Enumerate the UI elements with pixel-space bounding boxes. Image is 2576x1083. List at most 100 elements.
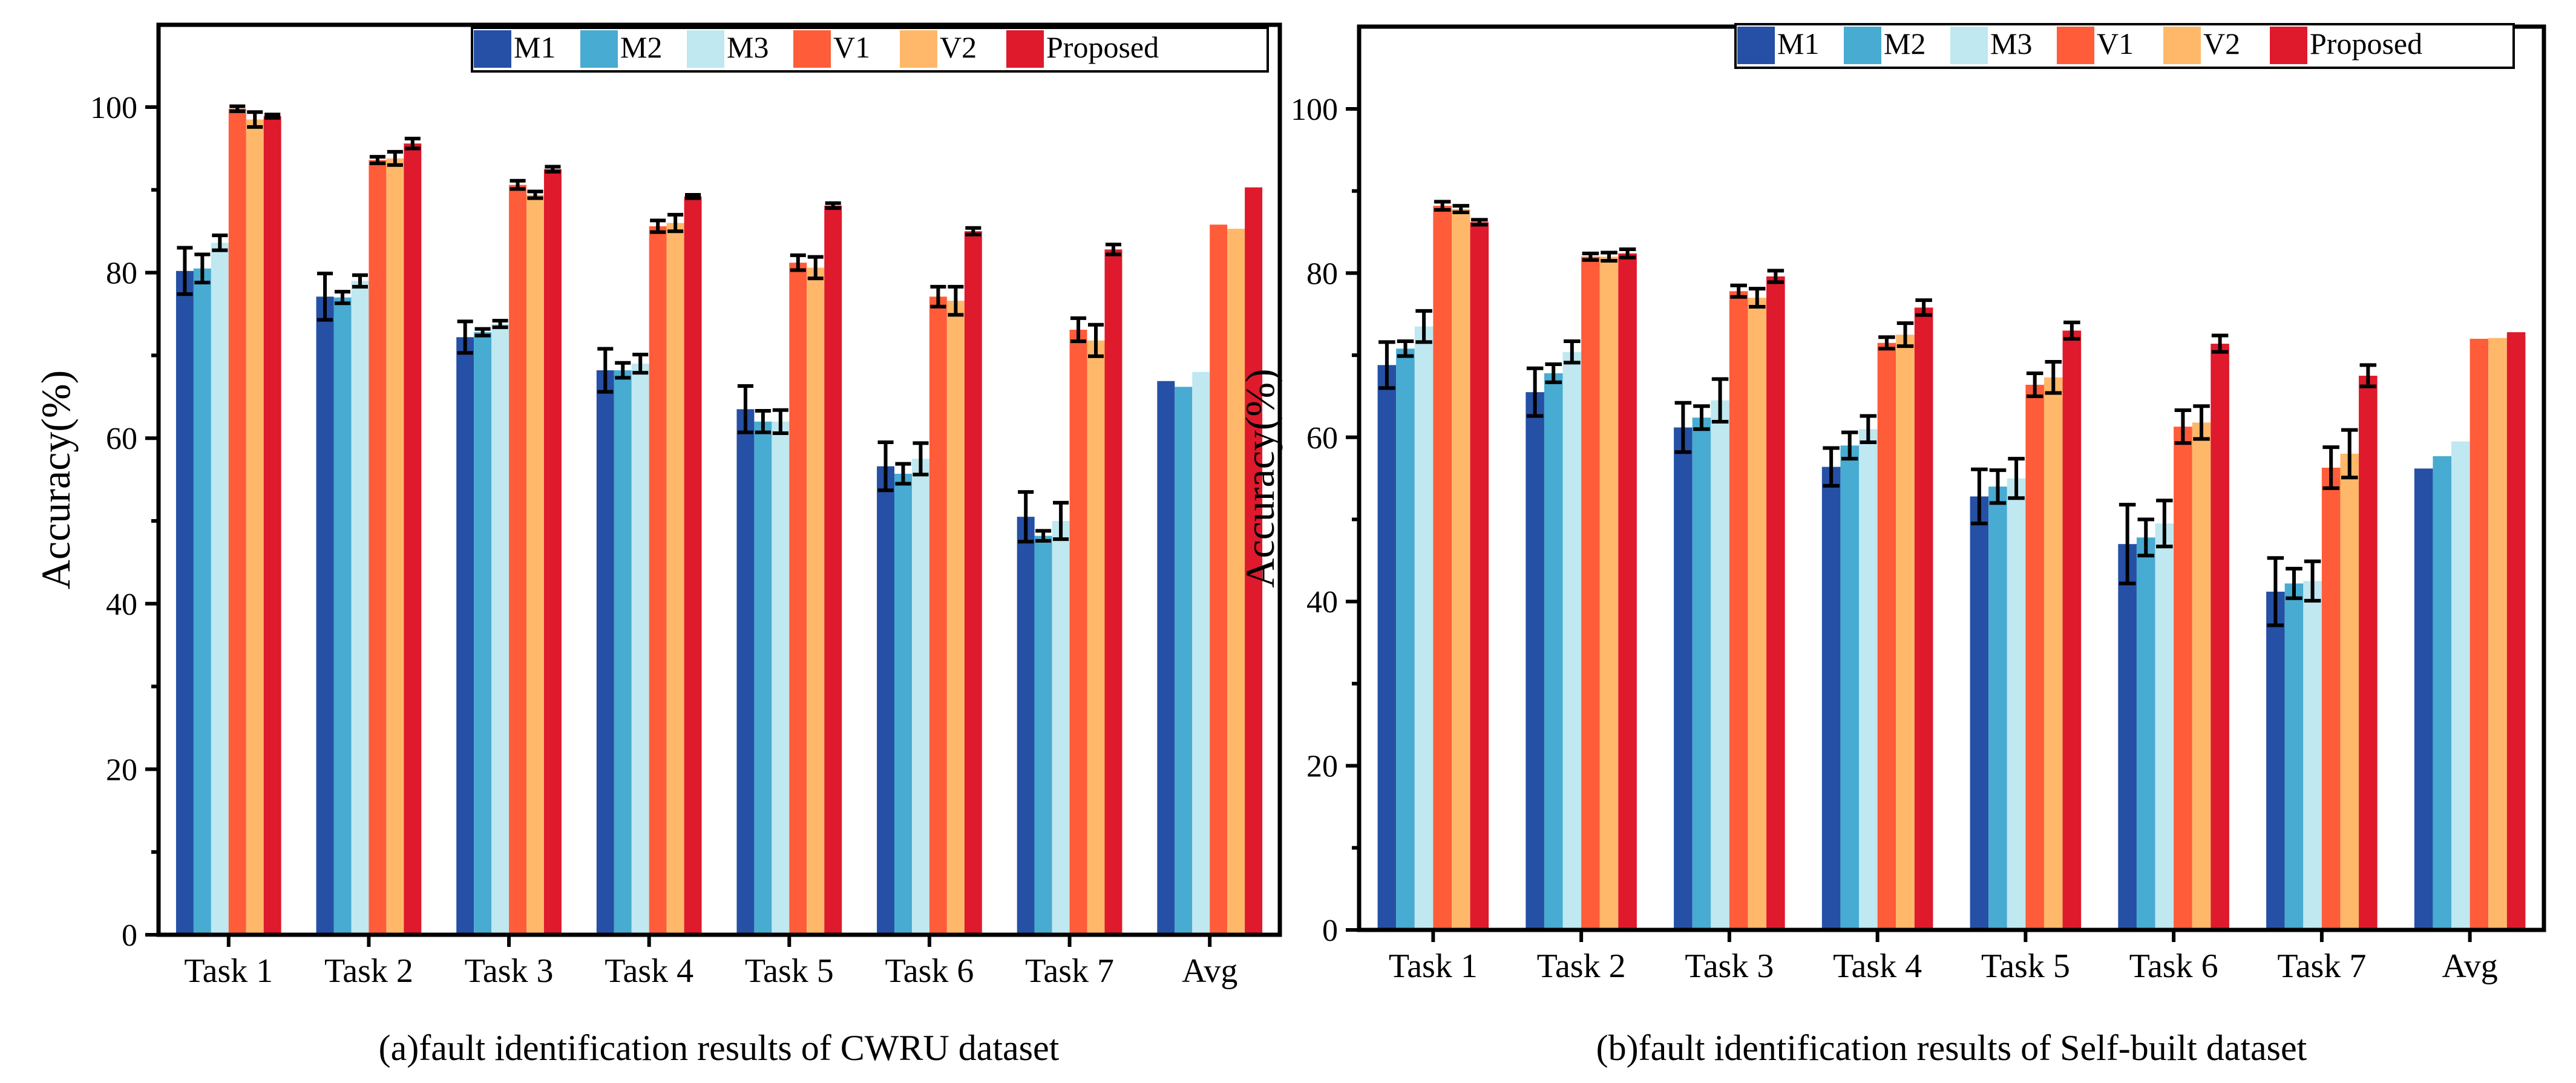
error-bar: [685, 193, 701, 200]
error-bar: [1693, 404, 1710, 431]
bar-v2-7: [1087, 340, 1105, 935]
error-bar: [1841, 430, 1858, 461]
error-bar: [2063, 320, 2080, 341]
error-bar: [404, 136, 421, 151]
error-bar: [1915, 298, 1932, 317]
y-axis-title: Accuracy(%): [1237, 368, 1283, 587]
error-bar: [632, 353, 649, 375]
bar-v1-1: [1433, 206, 1452, 931]
legend-swatch-v2: [900, 30, 937, 68]
error-bar: [194, 252, 211, 285]
error-bar: [930, 284, 946, 309]
bar-proposed-3: [1766, 276, 1785, 930]
x-tick-label: Avg: [2442, 947, 2497, 985]
legend-label-proposed: Proposed: [1046, 30, 1159, 64]
legend-swatch-m2: [580, 30, 618, 68]
bar-proposed-1: [263, 116, 281, 935]
x-tick-label: Task 3: [1685, 947, 1774, 985]
error-bar: [755, 409, 771, 434]
y-tick-label: 0: [122, 918, 137, 953]
bar-m3-1: [211, 243, 229, 935]
bar-m1-5: [736, 409, 755, 935]
bar-v2-5: [807, 267, 825, 935]
error-bar: [2174, 408, 2192, 445]
legend-label-v2: V2: [940, 30, 977, 64]
bar-m1-2: [1526, 392, 1544, 930]
error-bar: [2286, 566, 2302, 600]
y-axis-title: Accuracy(%): [33, 370, 79, 589]
bar-v2-3: [1748, 298, 1767, 930]
legend-swatch-m1: [474, 30, 511, 68]
bar-proposed-8: [2506, 332, 2526, 930]
chart-cwru: 0 20 40 60 80 100 Task 1 Task 2 Task 3 Task 4 Task…: [33, 22, 1282, 1068]
bar-v2-8: [1227, 229, 1245, 935]
x-tick-label: Avg: [1182, 952, 1237, 990]
bar-v1-1: [228, 108, 246, 935]
error-bar: [1896, 321, 1914, 348]
bar-m3-3: [491, 324, 510, 935]
chart-caption: (b)fault identification results of Self-…: [1596, 1028, 2307, 1068]
error-bar: [667, 212, 684, 234]
legend-label-m1: M1: [1777, 27, 1819, 61]
error-bar: [1434, 200, 1451, 212]
legend-swatch-m2: [1844, 27, 1881, 64]
error-bar: [1471, 218, 1488, 227]
error-bar: [1087, 322, 1104, 358]
error-bar: [229, 104, 246, 113]
x-tick-label: Task 6: [885, 952, 974, 990]
bar-m2-8: [2433, 456, 2452, 930]
x-tick-label: Task 1: [184, 952, 273, 990]
error-bar: [1730, 283, 1747, 299]
error-bar: [1053, 500, 1069, 542]
bar-v1-6: [929, 296, 947, 935]
error-bar: [1018, 490, 1034, 544]
legend: M1 M2 M3 V1 V2 Proposed: [1734, 23, 2515, 69]
bar-v1-5: [2025, 384, 2044, 930]
y-tick-label: 40: [106, 587, 137, 622]
error-bar: [212, 234, 228, 252]
error-bar: [2267, 556, 2284, 627]
error-bar: [2119, 503, 2136, 586]
bar-v1-3: [509, 185, 527, 935]
bar-m1-3: [456, 337, 474, 935]
error-bar: [1070, 316, 1087, 344]
error-bar: [1971, 467, 1988, 526]
error-bar: [895, 462, 911, 486]
legend-label-m3: M3: [1990, 27, 2032, 61]
bar-proposed-7: [1104, 249, 1122, 935]
legend: M1 M2 M3 V1 V2 Proposed: [471, 27, 1269, 73]
bar-m3-6: [911, 459, 929, 935]
bar-m1-8: [1157, 381, 1175, 935]
error-bar: [790, 253, 806, 272]
error-bar: [2156, 499, 2173, 549]
bar-m2-2: [1544, 373, 1563, 930]
bar-m3-7: [1052, 521, 1070, 935]
bar-m3-8: [2451, 441, 2470, 930]
legend-label-m2: M2: [620, 30, 662, 64]
error-bar: [1397, 339, 1414, 358]
x-tick-label: Task 7: [1025, 952, 1114, 990]
bar-m1-3: [1674, 427, 1693, 930]
bar-v1-3: [1729, 291, 1748, 930]
bar-v2-3: [526, 195, 544, 935]
bar-m3-7: [2303, 581, 2322, 930]
error-bar: [1823, 446, 1840, 488]
y-tick-label: 100: [1291, 93, 1338, 127]
x-tick-label: Task 3: [465, 952, 554, 990]
bar-m2-5: [754, 421, 772, 935]
x-tick-label: Task 6: [2129, 947, 2218, 985]
bar-v2-5: [2043, 377, 2063, 930]
error-bar: [1860, 414, 1877, 444]
legend-label-m3: M3: [727, 30, 769, 64]
chart-self-built: 0 20 40 60 80 100 Task 1 Task 2 Task 3 Task 4 Task…: [1237, 23, 2546, 1068]
error-bar: [369, 155, 385, 166]
error-bar: [510, 178, 526, 191]
plot-frame: [156, 22, 1282, 937]
bar-m3-2: [351, 281, 369, 935]
error-bar: [1526, 366, 1544, 418]
error-bar: [877, 440, 894, 492]
bar-v1-2: [1581, 257, 1600, 930]
y-tick-label: 100: [90, 91, 137, 125]
error-bar: [1711, 377, 1729, 424]
bar-proposed-2: [404, 143, 422, 935]
